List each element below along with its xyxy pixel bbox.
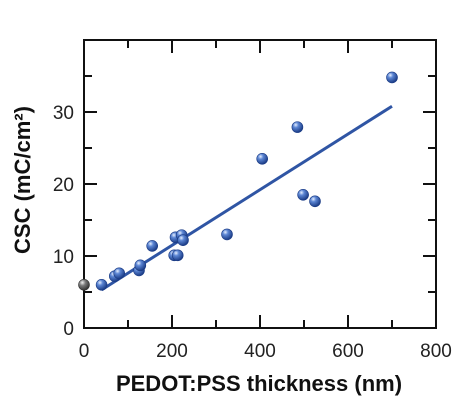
data-point [256, 153, 269, 165]
data-point [221, 228, 233, 241]
data-point [309, 195, 321, 208]
data-point [177, 234, 189, 246]
tick-labels-layer: 0 200 400 600 800 0 10 20 30 [53, 103, 452, 362]
linear-fit-line [100, 104, 393, 292]
y-tick-label: 30 [53, 103, 74, 124]
x-tick-label: 200 [156, 341, 188, 362]
data-point [297, 189, 309, 201]
fit-line-layer [100, 104, 393, 292]
data-point [113, 267, 125, 280]
data-point [146, 240, 158, 252]
data-point [386, 71, 398, 84]
x-tick-label: 600 [332, 341, 364, 362]
x-tick-label: 0 [79, 341, 90, 362]
plot-border [83, 39, 437, 329]
data-point [134, 259, 147, 272]
y-tick-label: 0 [63, 319, 74, 340]
y-axis-label: CSC (mC/cm²) [10, 106, 35, 254]
data-point [95, 278, 108, 291]
x-axis-label: PEDOT:PSS thickness (nm) [116, 371, 402, 396]
y-tick-label: 10 [53, 247, 74, 268]
reference-data-point [78, 278, 90, 291]
data-point [171, 249, 184, 262]
plot-frame [83, 39, 437, 329]
x-tick-label: 400 [244, 341, 276, 362]
y-tick-label: 20 [53, 175, 74, 196]
data-point [291, 121, 304, 133]
x-tick-label: 800 [420, 341, 452, 362]
data-points-layer [78, 71, 398, 291]
